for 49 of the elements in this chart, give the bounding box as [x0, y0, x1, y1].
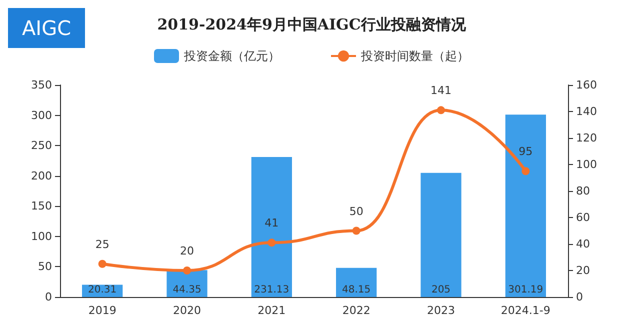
point	[183, 266, 191, 274]
y2-tick-label: 100	[576, 158, 597, 171]
y2-tick-label: 20	[576, 264, 590, 277]
chart-title: 2019-2024年9月中国AIGC行业投融资情况	[157, 16, 467, 34]
legend-label: 投资金额（亿元）	[183, 49, 280, 63]
bar	[505, 114, 546, 297]
bar	[251, 157, 292, 297]
label-badge: AIGC	[8, 8, 86, 48]
y-tick-label: 200	[31, 169, 52, 182]
data-label: 231.13	[254, 284, 290, 296]
data-label: 48.15	[342, 284, 371, 296]
x-tick-label: 2020	[173, 304, 201, 317]
data-label: 50	[349, 204, 364, 218]
y2-tick-label: 40	[576, 238, 590, 250]
y-tick-label: 300	[31, 108, 52, 122]
x-tick-label: 2019	[88, 304, 116, 317]
bar	[336, 268, 377, 297]
y2-tick-label: 80	[576, 184, 590, 198]
y2-tick-label: 60	[576, 211, 590, 224]
data-label: 20.31	[88, 284, 117, 296]
point	[522, 167, 530, 176]
y-tick-label: 150	[31, 200, 52, 213]
point	[98, 260, 106, 268]
bar	[420, 172, 462, 297]
y-tick-label: 350	[31, 78, 52, 92]
legend-label: 投资时间数量（起）	[360, 49, 469, 63]
data-label: 301.19	[508, 284, 544, 296]
point	[437, 106, 445, 114]
data-label: 44.35	[172, 284, 202, 296]
x-tick-label: 2024.1-9	[500, 304, 550, 317]
x-tick-label: 2021	[258, 304, 286, 317]
x-tick-label: 2023	[427, 304, 455, 317]
y2-tick-label: 160	[576, 78, 597, 92]
y-tick-label: 250	[31, 139, 52, 152]
data-label: 41	[264, 216, 279, 230]
point	[268, 238, 276, 247]
x-tick-label: 2022	[342, 304, 370, 317]
data-label: 95	[518, 145, 533, 158]
data-label: 205	[431, 284, 451, 296]
y2-tick-label: 140	[576, 105, 597, 118]
point	[352, 226, 360, 235]
data-label: 141	[430, 84, 452, 98]
y2-tick-label: 0	[576, 290, 583, 304]
y-tick-label: 50	[38, 260, 52, 274]
data-label: 20	[180, 244, 194, 258]
data-label: 25	[95, 238, 110, 251]
y-tick-label: 0	[45, 290, 52, 304]
y-tick-label: 100	[31, 230, 52, 243]
y2-tick-label: 120	[576, 132, 597, 144]
